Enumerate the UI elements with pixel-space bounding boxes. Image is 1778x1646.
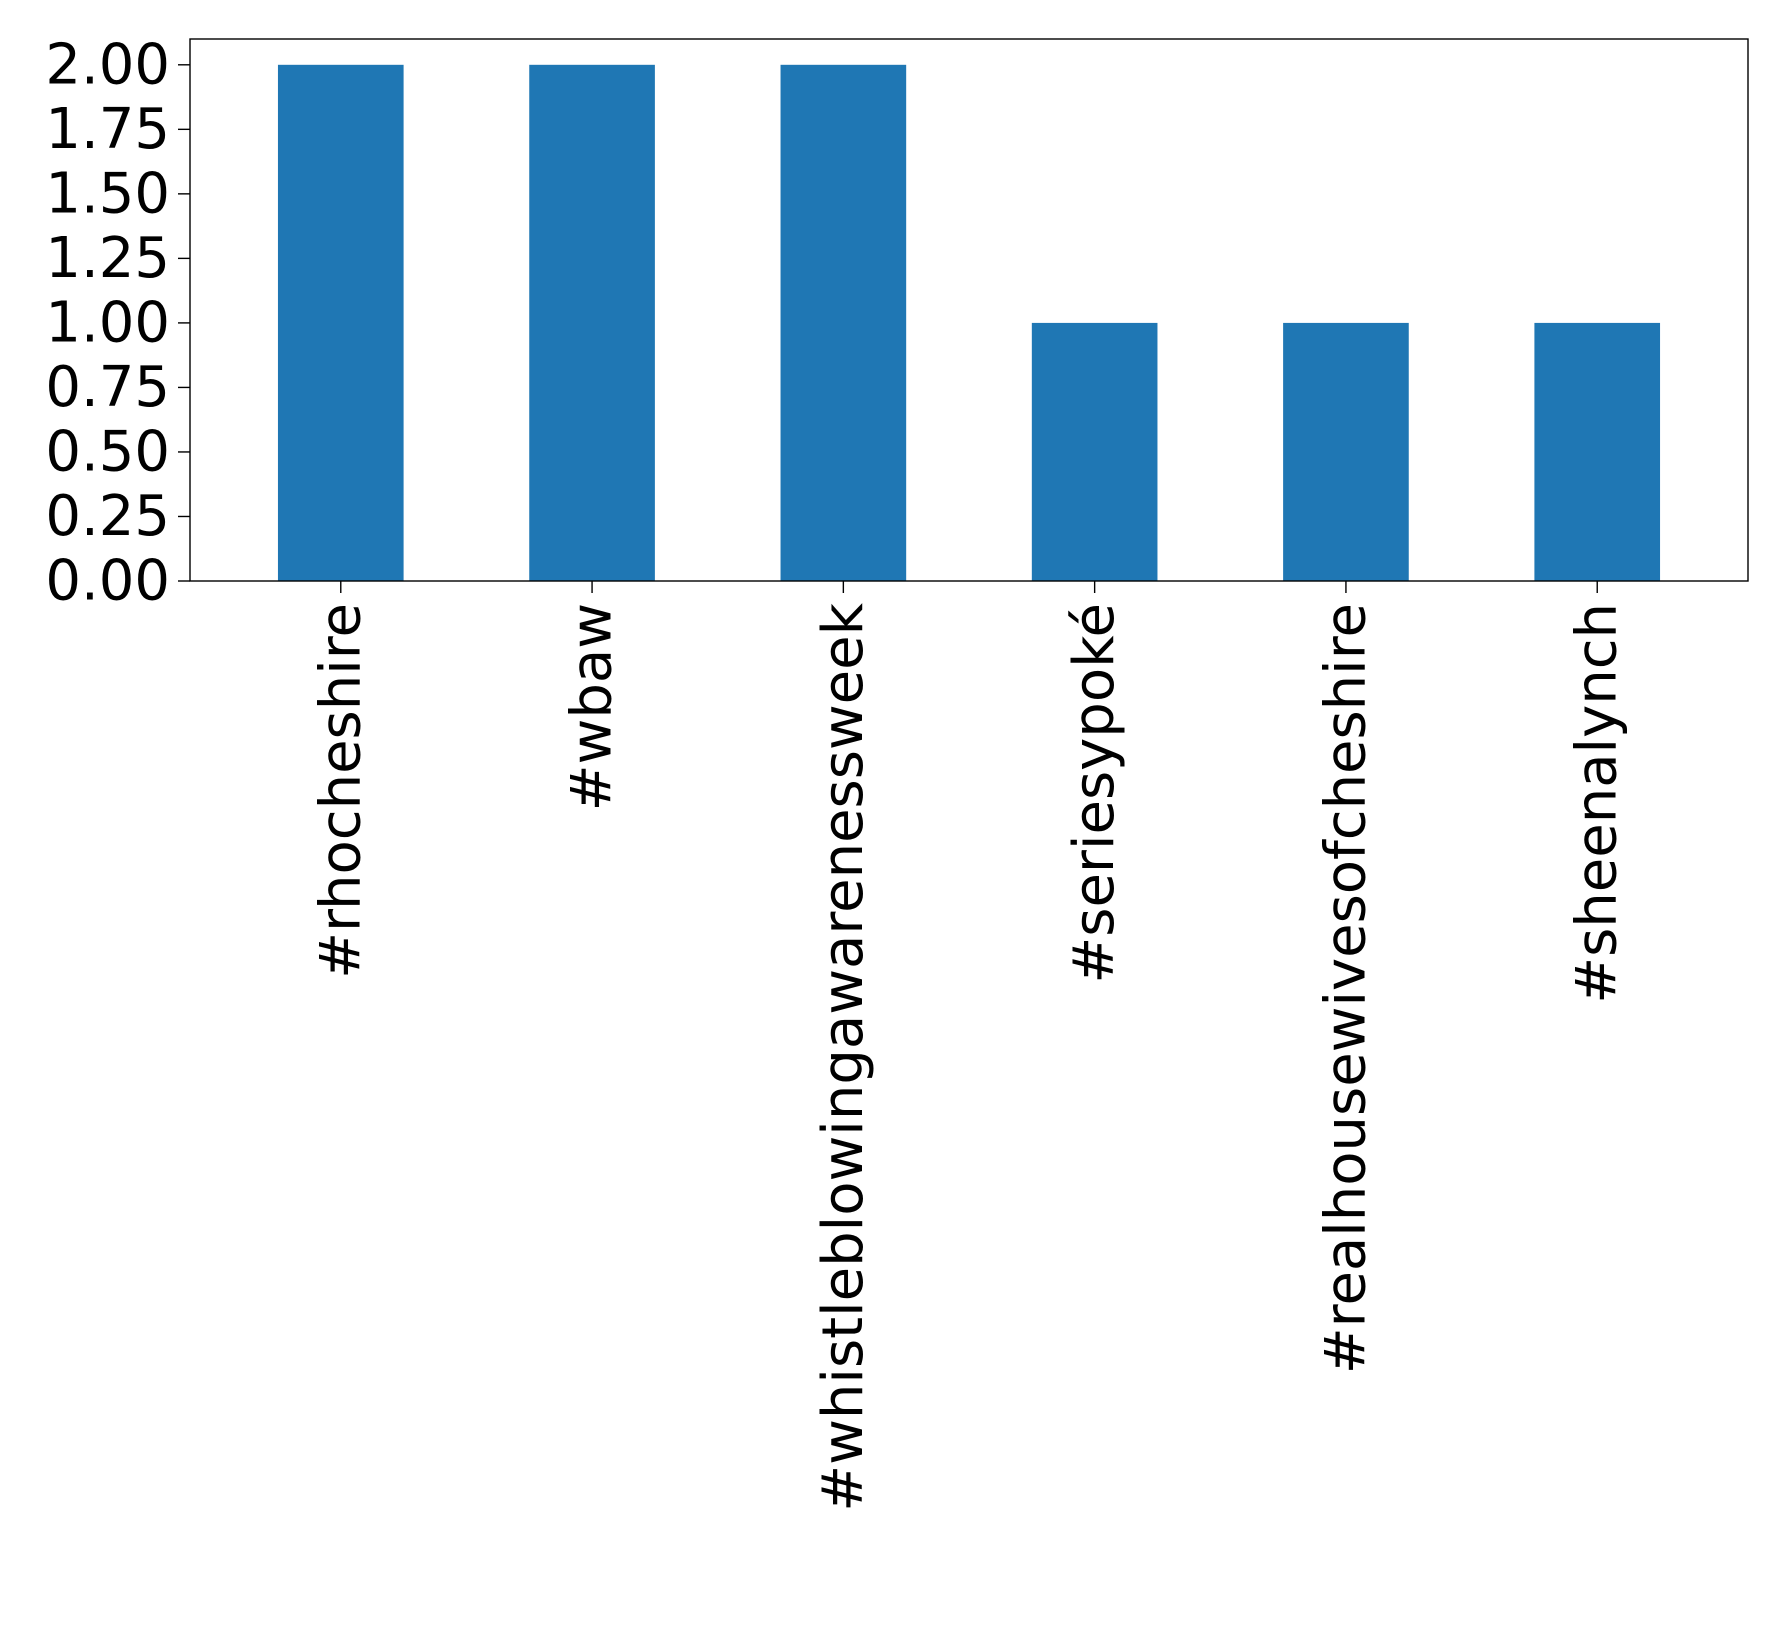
x-tick-label-0: #rhocheshire	[308, 603, 373, 979]
x-tick-label-3: #seriesypoké	[1062, 603, 1127, 984]
y-tick-label-5: 1.25	[45, 226, 170, 291]
x-axis: #rhocheshire #wbaw #whistleblowingawarenes…	[308, 581, 1630, 1512]
bar-2	[780, 64, 907, 582]
y-tick-label-8: 2.00	[45, 32, 170, 97]
plot-frame	[189, 38, 1749, 582]
bars-layer	[277, 64, 1661, 582]
y-tick-label-4: 1.00	[45, 290, 170, 355]
y-tick-label-6: 1.50	[45, 161, 170, 226]
x-tick-label-1: #wbaw	[560, 603, 625, 811]
x-tick-label-5: #sheenalynch	[1565, 603, 1630, 1004]
x-tick-label-2: #whistleblowingawarenessweek	[811, 602, 876, 1511]
bar-5	[1534, 322, 1661, 581]
bar-3	[1031, 322, 1158, 581]
y-tick-label-0: 0.00	[45, 549, 170, 614]
y-tick-label-2: 0.50	[45, 419, 170, 484]
y-tick-label-7: 1.75	[45, 97, 170, 162]
x-tick-label-4: #realhousewivesofcheshire	[1313, 603, 1378, 1374]
bar-0	[277, 64, 404, 582]
y-axis: 0.000.250.500.751.001.251.501.752.00	[45, 32, 190, 614]
y-tick-label-3: 0.75	[45, 355, 170, 420]
y-tick-label-1: 0.25	[45, 484, 170, 549]
bar-4	[1283, 322, 1409, 581]
bar-1	[529, 64, 655, 582]
